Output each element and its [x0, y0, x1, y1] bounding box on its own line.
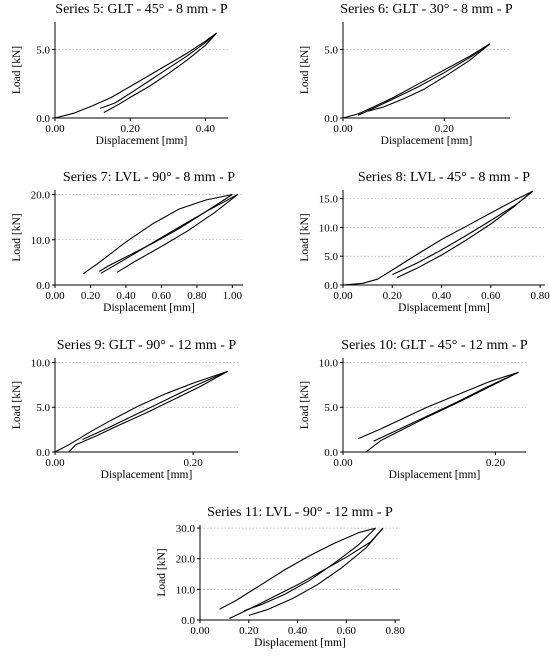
x-tick-label: 0.80 — [187, 290, 207, 302]
load-displacement-curve — [82, 370, 228, 441]
x-tick-label: 0.20 — [435, 123, 455, 135]
load-displacement-curve — [54, 32, 218, 119]
x-tick-label: 0.00 — [45, 123, 65, 135]
y-axis-label: Load [kN] — [299, 213, 311, 261]
x-tick-label: 1.00 — [223, 290, 243, 302]
x-tick-label: 0.20 — [121, 123, 141, 135]
y-tick-label: 5.0 — [324, 402, 338, 414]
load-displacement-curve — [373, 371, 519, 442]
load-displacement-curve — [103, 32, 218, 113]
chart-title: Series 9: GLT - 90° - 12 mm - P — [57, 338, 237, 353]
load-displacement-curve — [365, 371, 519, 453]
load-displacement-curve — [396, 190, 534, 278]
y-tick-label: 5.0 — [36, 402, 50, 414]
x-tick-label: 0.20 — [383, 290, 403, 302]
x-axis-label: Displacement [mm] — [381, 135, 473, 147]
x-tick-label: 0.80 — [385, 625, 405, 637]
y-tick-label: 0.0 — [36, 447, 50, 459]
load-displacement-curve — [392, 190, 534, 276]
x-tick-label: 0.40 — [196, 123, 216, 135]
x-tick-label: 0.60 — [152, 290, 172, 302]
x-tick-label: 0.40 — [432, 290, 452, 302]
y-axis-label: Load [kN] — [299, 46, 311, 94]
load-displacement-curve — [357, 43, 491, 116]
y-axis-label: Load [kN] — [11, 213, 23, 261]
chart-panel: Series 8: LVL - 45° - 8 mm - P 0.0 5.0 10.0… — [299, 170, 550, 314]
y-tick-label: 0.0 — [324, 280, 338, 292]
chart-panel: Series 6: GLT - 30° - 8 mm - P 0.0 5.0 0.00… — [299, 2, 513, 147]
x-axis-label: Displacement [mm] — [254, 637, 346, 649]
x-tick-label: 0.20 — [183, 457, 203, 469]
x-tick-label: 0.20 — [81, 290, 101, 302]
y-tick-label: 20.0 — [176, 554, 196, 566]
load-displacement-curve — [100, 194, 238, 274]
x-tick-label: 0.00 — [190, 625, 210, 637]
y-tick-label: 15.0 — [319, 194, 339, 206]
x-tick-label: 0.40 — [288, 625, 308, 637]
x-axis-label: Displacement [mm] — [96, 135, 188, 147]
x-axis-label: Displacement [mm] — [101, 469, 193, 481]
y-tick-label: 0.0 — [181, 615, 195, 627]
y-tick-label: 0.0 — [36, 280, 50, 292]
y-axis-label: Load [kN] — [156, 548, 168, 596]
y-tick-label: 10.0 — [319, 357, 339, 369]
load-displacement-curve — [342, 43, 491, 119]
y-tick-label: 10.0 — [176, 584, 196, 596]
y-axis-label: Load [kN] — [11, 46, 23, 94]
chart-panel: Series 5: GLT - 45° - 8 mm - P 0.0 5.0 0.00… — [11, 2, 228, 147]
chart-panel: Series 10: GLT - 45° - 12 mm - P 0.0 5.0 10… — [299, 338, 528, 481]
y-tick-label: 10.0 — [31, 357, 51, 369]
load-displacement-curve — [116, 194, 239, 273]
y-tick-label: 5.0 — [36, 44, 50, 56]
x-tick-label: 0.00 — [45, 457, 65, 469]
load-displacement-curve — [248, 527, 384, 616]
x-tick-label: 0.00 — [45, 290, 65, 302]
load-displacement-curve — [99, 194, 233, 272]
y-tick-label: 5.0 — [324, 44, 338, 56]
x-tick-label: 0.20 — [486, 457, 506, 469]
load-displacement-curve — [219, 527, 376, 610]
y-tick-label: 10.0 — [319, 222, 339, 234]
y-tick-label: 20.0 — [31, 190, 51, 202]
chart-panel: Series 9: GLT - 90° - 12 mm - P 0.0 5.0 10.… — [11, 338, 238, 481]
x-tick-label: 0.20 — [239, 625, 259, 637]
load-displacement-curve — [342, 190, 533, 286]
chart-title: Series 8: LVL - 45° - 8 mm - P — [358, 170, 530, 185]
load-displacement-curve — [54, 370, 228, 453]
x-tick-label: 0.60 — [337, 625, 357, 637]
x-axis-label: Displacement [mm] — [389, 469, 481, 481]
y-tick-label: 0.0 — [324, 447, 338, 459]
chart-title: Series 6: GLT - 30° - 8 mm - P — [340, 2, 513, 17]
load-displacement-curve — [243, 527, 376, 612]
x-tick-label: 0.00 — [333, 290, 353, 302]
load-displacement-curve — [68, 370, 228, 453]
chart-title: Series 5: GLT - 45° - 8 mm - P — [55, 2, 228, 17]
load-displacement-curve — [368, 43, 491, 112]
chart-panel: Series 7: LVL - 90° - 8 mm - P 0.0 10.0 20.… — [11, 170, 243, 314]
y-tick-label: 30.0 — [176, 523, 196, 535]
chart-panel: Series 11: LVL - 90° - 12 mm - P 0.0 10.0 2… — [156, 505, 405, 649]
y-tick-label: 5.0 — [324, 251, 338, 263]
load-displacement-curve — [99, 32, 218, 109]
y-axis-label: Load [kN] — [11, 381, 23, 429]
chart-title: Series 7: LVL - 90° - 8 mm - P — [63, 170, 235, 185]
chart-title: Series 10: GLT - 45° - 12 mm - P — [341, 338, 528, 353]
load-displacement-curve — [358, 371, 519, 440]
chart-title: Series 11: LVL - 90° - 12 mm - P — [207, 505, 393, 520]
x-tick-label: 0.00 — [333, 457, 353, 469]
x-axis-label: Displacement [mm] — [398, 302, 490, 314]
x-tick-label: 0.00 — [333, 123, 353, 135]
load-displacement-curve — [83, 193, 233, 275]
x-tick-label: 0.40 — [116, 290, 136, 302]
y-tick-label: 10.0 — [31, 235, 51, 247]
y-tick-label: 0.0 — [36, 113, 50, 125]
y-tick-label: 0.0 — [324, 113, 338, 125]
y-axis-label: Load [kN] — [299, 381, 311, 429]
x-tick-label: 0.80 — [530, 290, 550, 302]
load-displacement-curve — [229, 527, 384, 619]
x-axis-label: Displacement [mm] — [103, 302, 195, 314]
x-tick-label: 0.60 — [481, 290, 501, 302]
